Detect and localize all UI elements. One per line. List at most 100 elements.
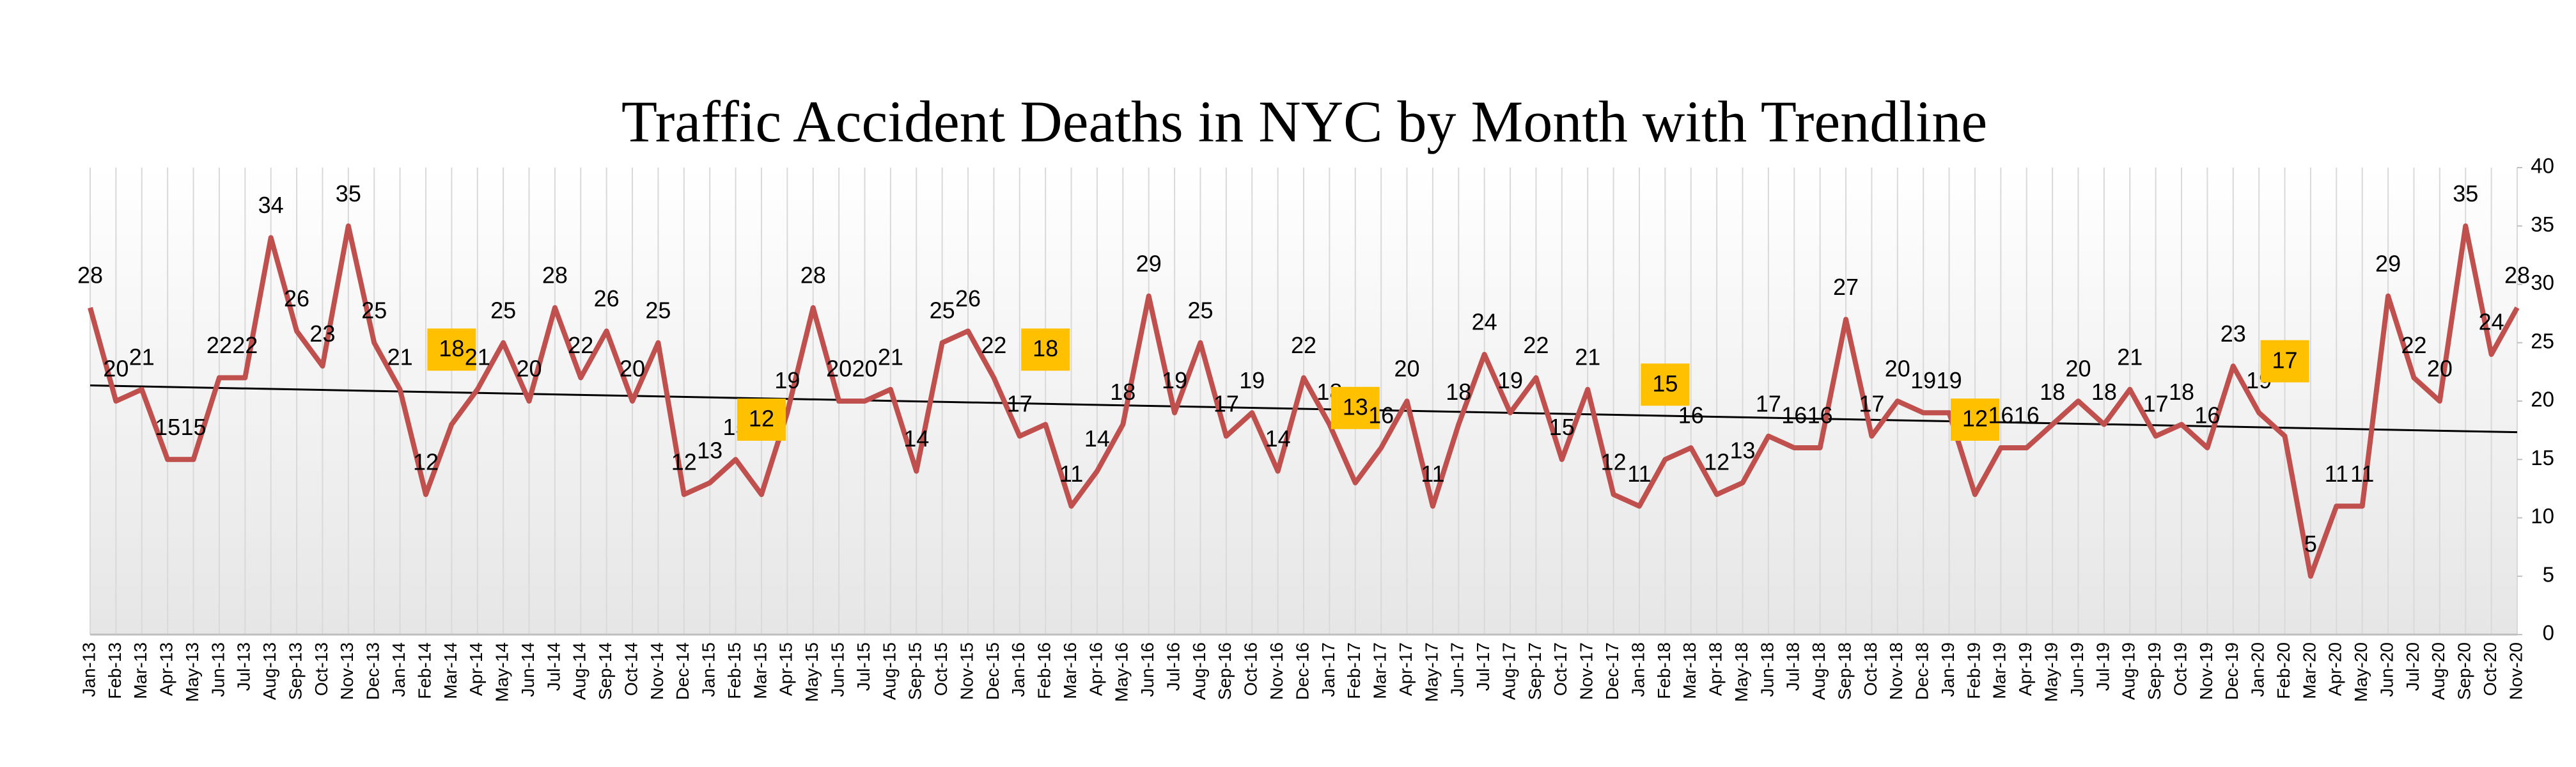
- x-tick-label: Jan-18: [1628, 642, 1648, 697]
- x-tick-label: Nov-15: [956, 642, 976, 700]
- y-tick-label: 35: [2531, 212, 2554, 236]
- x-tick-label: Oct-13: [311, 642, 331, 696]
- data-label: 18: [1446, 379, 1471, 405]
- data-label: 21: [387, 344, 413, 370]
- data-label: 25: [361, 297, 387, 323]
- data-label: 11: [2325, 461, 2348, 487]
- x-tick-label: Mar-20: [2299, 642, 2319, 699]
- data-label: 15: [1652, 370, 1678, 397]
- x-tick-label: Sep-18: [1834, 642, 1854, 700]
- x-tick-label: Apr-13: [157, 642, 176, 696]
- x-tick-label: Sep-16: [1215, 642, 1235, 700]
- x-tick-label: Feb-20: [2274, 642, 2293, 699]
- data-label: 24: [1472, 309, 1497, 335]
- data-label: 19: [1910, 367, 1936, 393]
- x-tick-label: Jun-19: [2067, 642, 2087, 697]
- label-highlight: [1331, 386, 1380, 429]
- data-label: 22: [207, 332, 232, 358]
- data-label: 12: [1704, 449, 1729, 475]
- data-label: 18: [1033, 335, 1058, 361]
- x-tick-label: Dec-17: [1602, 642, 1622, 700]
- x-tick-label: May-13: [182, 642, 202, 702]
- x-tick-label: Sep-15: [905, 642, 925, 700]
- x-tick-label: Mar-15: [750, 642, 770, 699]
- data-label: 15: [181, 414, 207, 440]
- x-tick-label: Jul-13: [234, 642, 254, 691]
- x-tick-label: Sep-13: [285, 642, 305, 700]
- x-tick-label: May-20: [2351, 642, 2371, 702]
- data-label: 11: [2350, 461, 2374, 487]
- data-label: 17: [2272, 347, 2298, 373]
- x-tick-label: Mar-18: [1680, 642, 1699, 699]
- y-tick-label: 10: [2531, 504, 2554, 528]
- data-label: 18: [439, 335, 464, 361]
- data-label: 17: [1214, 390, 1239, 416]
- data-label: 29: [2375, 250, 2401, 276]
- data-label: 11: [1421, 461, 1444, 487]
- x-tick-label: Mar-13: [130, 642, 150, 699]
- x-tick-label: Feb-13: [105, 642, 125, 699]
- data-label: 14: [1084, 425, 1110, 452]
- data-label: 17: [1007, 390, 1033, 416]
- data-label: 19: [774, 367, 800, 393]
- data-label: 25: [645, 297, 671, 323]
- y-tick-label: 5: [2543, 562, 2554, 586]
- data-label: 11: [1627, 461, 1651, 487]
- x-tick-label: Mar-19: [1990, 642, 2010, 699]
- data-label: 16: [2194, 402, 2220, 429]
- data-label: 17: [1756, 390, 1781, 416]
- data-label: 16: [1781, 402, 1807, 429]
- x-tick-label: Mar-17: [1370, 642, 1390, 699]
- data-label: 34: [258, 192, 284, 218]
- y-tick-label: 40: [2531, 154, 2554, 178]
- data-label: 23: [2221, 320, 2246, 347]
- data-label: 15: [155, 414, 180, 440]
- x-tick-label: Oct-15: [931, 642, 951, 696]
- label-highlight: [427, 328, 476, 371]
- data-label: 28: [800, 262, 826, 289]
- data-label: 19: [1162, 367, 1187, 393]
- x-tick-label: Jul-14: [543, 642, 563, 691]
- x-tick-label: Oct-19: [2170, 642, 2190, 696]
- y-tick-label: 20: [2531, 388, 2554, 411]
- x-tick-label: Aug-20: [2428, 642, 2448, 700]
- chart-title: Traffic Accident Deaths in NYC by Month …: [621, 89, 1987, 154]
- data-label: 35: [336, 180, 361, 207]
- x-tick-label: Jun-18: [1757, 642, 1777, 697]
- label-highlight: [2260, 340, 2309, 383]
- x-tick-label: Apr-20: [2325, 642, 2345, 696]
- x-tick-label: Jan-14: [389, 642, 409, 697]
- x-tick-label: Mar-14: [441, 642, 460, 699]
- x-tick-label: Jan-16: [1008, 642, 1028, 697]
- y-tick-label: 30: [2531, 271, 2554, 294]
- data-label: 25: [1187, 297, 1213, 323]
- x-tick-label: Nov-13: [337, 642, 357, 700]
- data-label: 12: [749, 406, 774, 432]
- data-label: 22: [2401, 332, 2426, 358]
- x-tick-label: Aug-14: [570, 642, 589, 700]
- y-tick-label: 15: [2531, 446, 2554, 470]
- x-tick-label: Jun-20: [2377, 642, 2396, 697]
- x-tick-label: Mar-16: [1060, 642, 1080, 699]
- data-label: 20: [620, 356, 645, 382]
- x-tick-label: Jan-20: [2248, 642, 2268, 697]
- data-label: 22: [1523, 332, 1549, 358]
- data-label: 18: [2040, 379, 2065, 405]
- data-label: 17: [1859, 390, 1884, 416]
- x-tick-label: Feb-14: [414, 642, 434, 699]
- x-tick-label: Feb-15: [724, 642, 744, 699]
- data-label: 21: [129, 344, 155, 370]
- x-tick-label: Feb-16: [1034, 642, 1054, 699]
- x-tick-label: Jul-19: [2093, 642, 2112, 691]
- data-label: 28: [77, 262, 103, 289]
- data-label: 16: [1988, 402, 2013, 429]
- label-highlight: [737, 399, 786, 441]
- x-tick-label: Aug-18: [1809, 642, 1829, 700]
- x-tick-label: Nov-18: [1886, 642, 1906, 700]
- x-tick-label: May-17: [1421, 642, 1441, 702]
- x-tick-label: Dec-14: [673, 642, 692, 700]
- data-label: 21: [2117, 344, 2143, 370]
- trendline: [90, 384, 2518, 434]
- x-tick-label: May-16: [1112, 642, 1132, 702]
